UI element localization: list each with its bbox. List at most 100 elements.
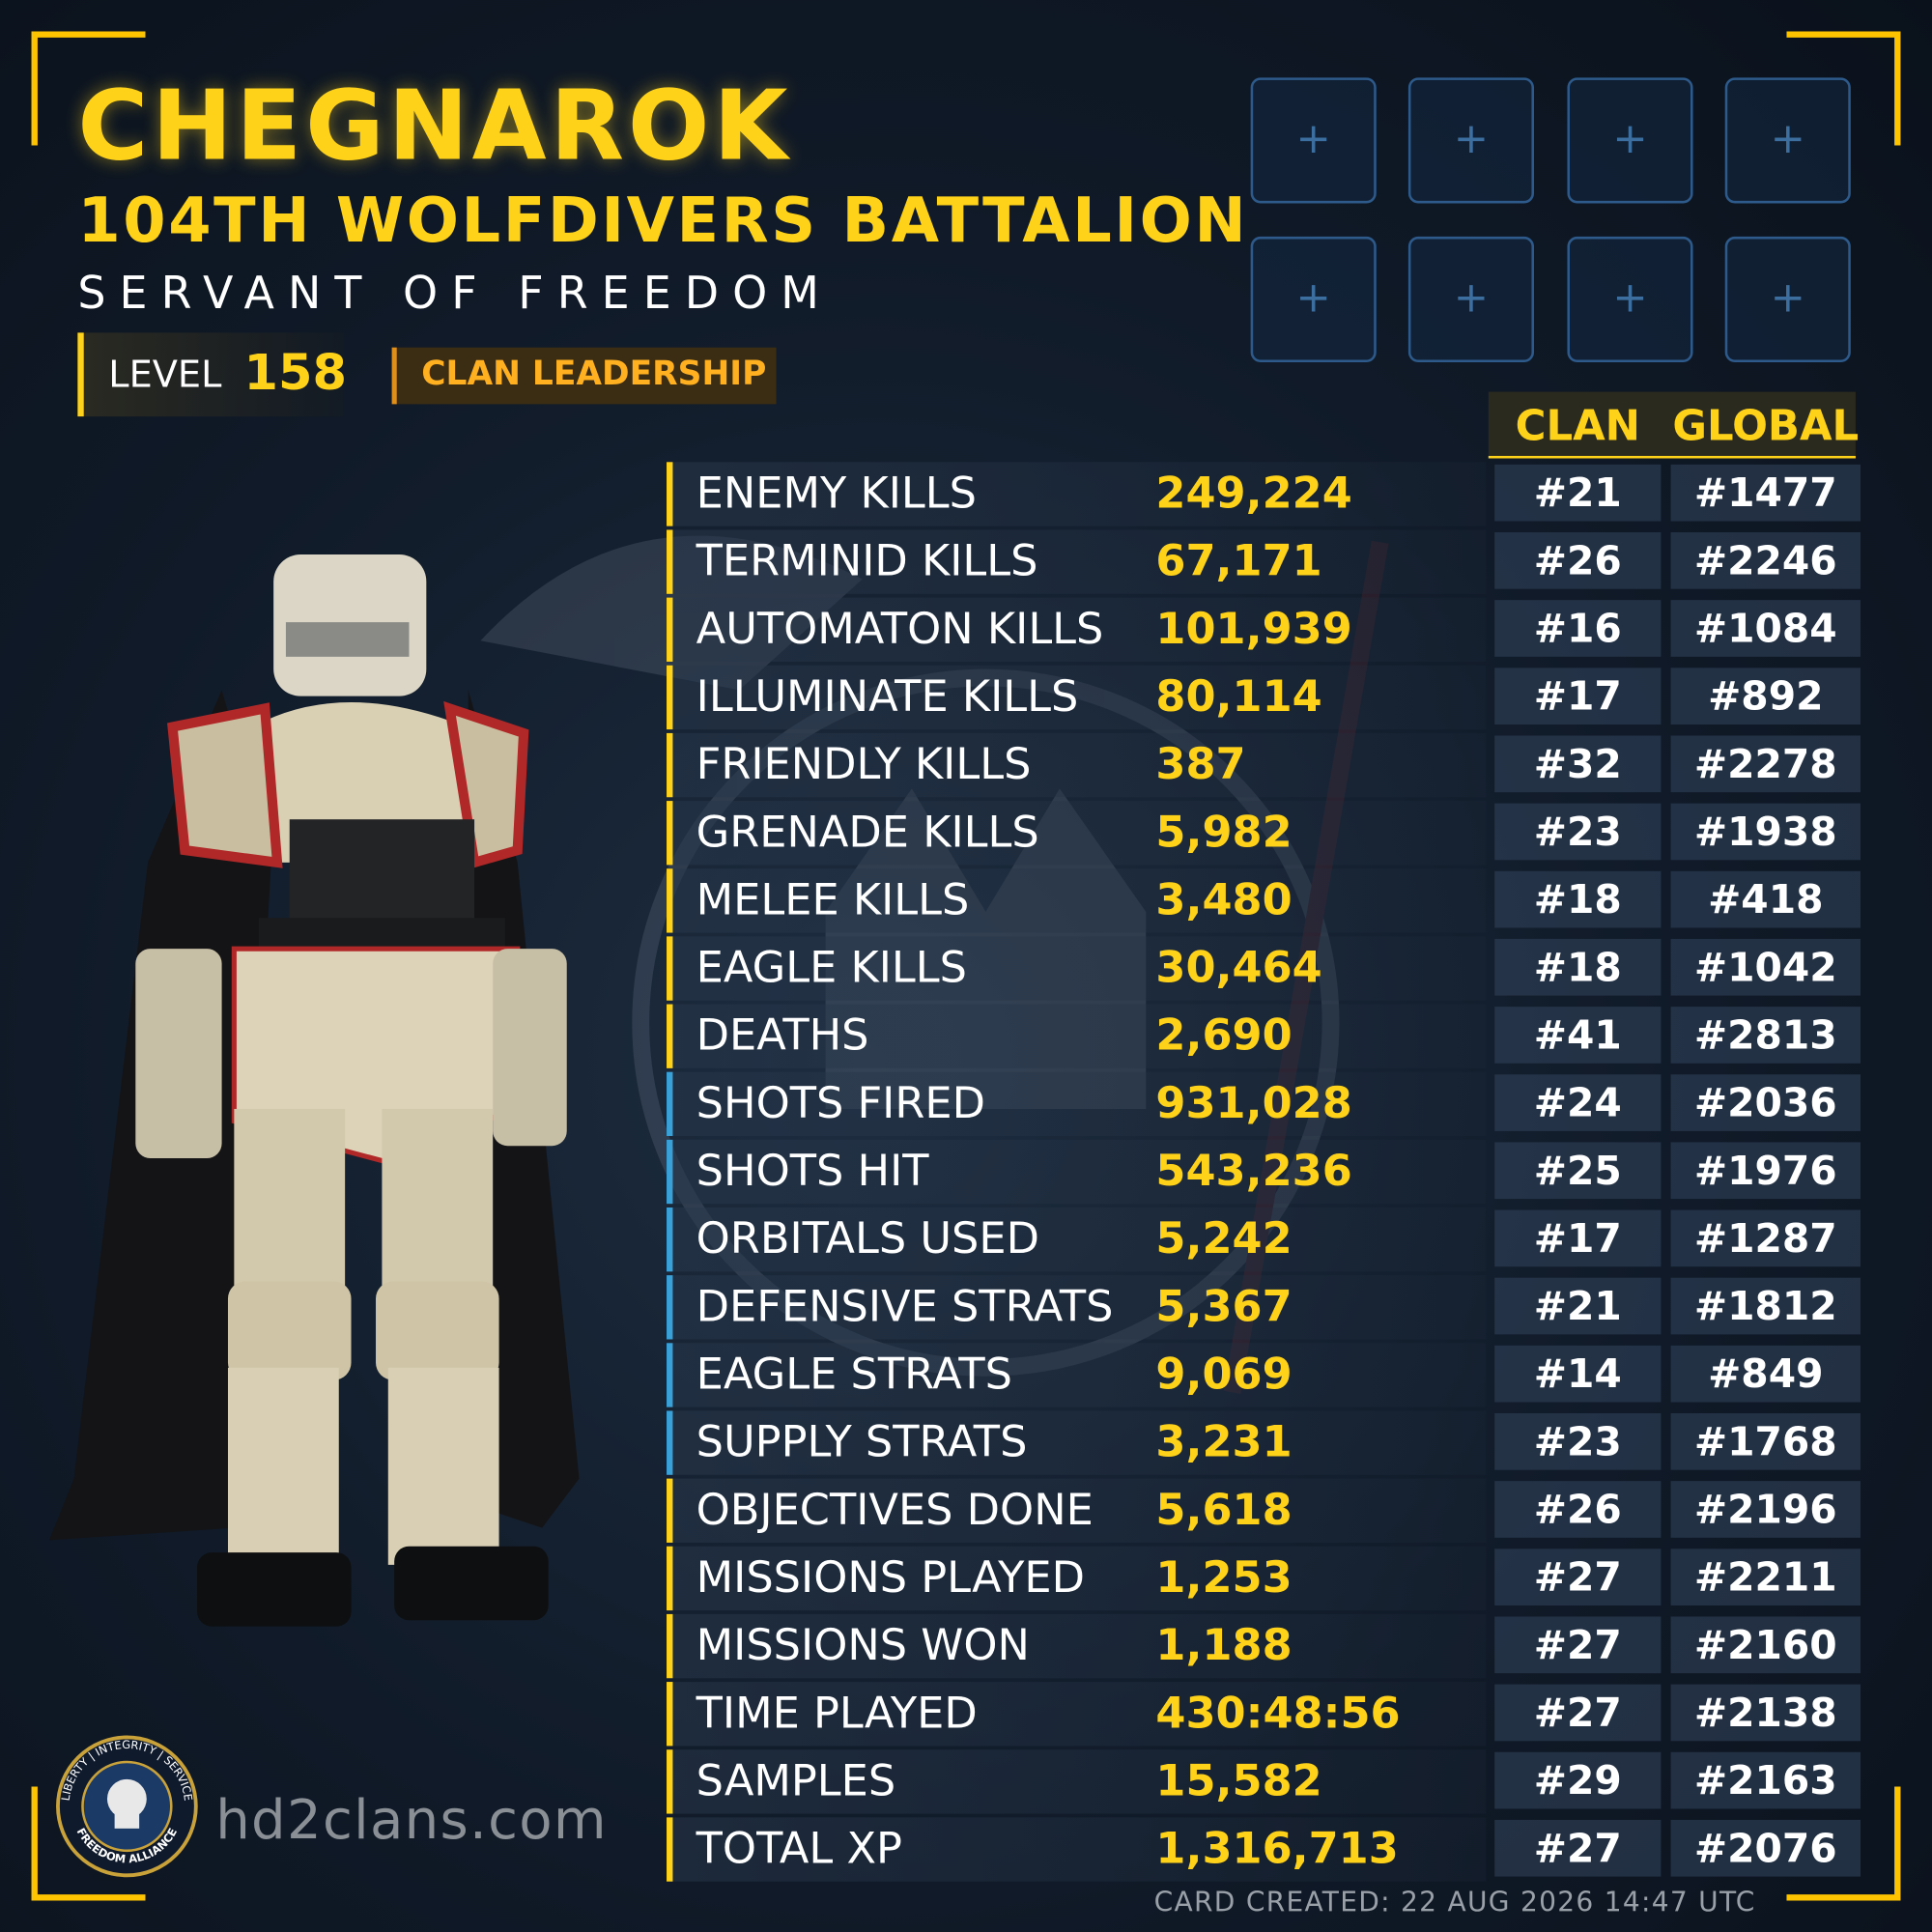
row-accent: [667, 1004, 673, 1068]
clan-rank: #21: [1494, 1277, 1662, 1335]
stat-label: MELEE KILLS: [696, 875, 970, 925]
global-rank: #1768: [1670, 1413, 1861, 1470]
slot[interactable]: +: [1407, 77, 1535, 204]
global-rank: #418: [1670, 870, 1861, 928]
global-rank: #1287: [1670, 1209, 1861, 1267]
clan-rank: #27: [1494, 1684, 1662, 1742]
stat-value: 80,114: [1155, 672, 1322, 723]
row-band: [667, 529, 1487, 594]
stat-label: SUPPLY STRATS: [696, 1418, 1028, 1468]
clan-rank: #26: [1494, 532, 1662, 589]
stat-row: ILLUMINATE KILLS 80,114 #17 #892: [667, 665, 1861, 730]
global-rank: #849: [1670, 1345, 1861, 1403]
clan-rank: #14: [1494, 1345, 1662, 1403]
global-rank: #892: [1670, 668, 1861, 724]
slot[interactable]: +: [1724, 236, 1851, 362]
row-accent: [667, 868, 673, 933]
stat-value: 387: [1155, 740, 1246, 790]
stat-label: EAGLE STRATS: [696, 1350, 1012, 1400]
stat-row: SHOTS HIT 543,236 #25 #1976: [667, 1139, 1861, 1205]
row-accent: [667, 1410, 673, 1475]
clan-rank: #29: [1494, 1751, 1662, 1809]
column-header: CLAN: [1515, 401, 1640, 451]
stat-value: 430:48:56: [1155, 1689, 1401, 1739]
row-band: [667, 801, 1487, 866]
role-box: [391, 347, 777, 405]
slot[interactable]: +: [1567, 77, 1693, 204]
clan-name: 104TH WOLFDIVERS BATTALION: [77, 185, 1249, 257]
stat-row: TIME PLAYED 430:48:56 #27 #2138: [667, 1682, 1861, 1747]
stat-value: 5,242: [1155, 1214, 1293, 1264]
level-box: [77, 332, 344, 417]
slot[interactable]: +: [1407, 236, 1535, 362]
stat-label: DEATHS: [696, 1011, 869, 1062]
slot[interactable]: +: [1724, 77, 1851, 204]
row-band: [667, 1004, 1487, 1068]
row-accent: [667, 1546, 673, 1611]
slot[interactable]: +: [1567, 236, 1693, 362]
row-accent: [667, 1207, 673, 1272]
slot[interactable]: +: [1250, 77, 1377, 204]
stat-label: AUTOMATON KILLS: [696, 605, 1104, 655]
clan-rank: #27: [1494, 1548, 1662, 1605]
stat-label: EAGLE KILLS: [696, 944, 968, 994]
stat-value: 249,224: [1155, 469, 1352, 519]
stat-row: TERMINID KILLS 67,171 #26 #2246: [667, 529, 1861, 594]
stat-label: DEFENSIVE STRATS: [696, 1282, 1114, 1332]
stat-value: 2,690: [1155, 1011, 1293, 1062]
clan-rank: #16: [1494, 600, 1662, 657]
slot[interactable]: +: [1250, 236, 1377, 362]
row-accent: [667, 597, 673, 662]
row-accent: [667, 1749, 673, 1814]
stat-row: EAGLE STRATS 9,069 #14 #849: [667, 1343, 1861, 1407]
stat-label: TERMINID KILLS: [696, 537, 1038, 587]
level-label: LEVEL: [108, 354, 222, 397]
level: 158: [243, 345, 348, 402]
stat-label: TIME PLAYED: [696, 1689, 978, 1739]
stat-row: EAGLE KILLS 30,464 #18 #1042: [667, 936, 1861, 1001]
global-rank: #1477: [1670, 464, 1861, 522]
stat-row: OBJECTIVES DONE 5,618 #26 #2196: [667, 1478, 1861, 1543]
row-accent: [667, 529, 673, 594]
clan-rank: #41: [1494, 1007, 1662, 1064]
row-band: [667, 1343, 1487, 1407]
clan-rank: #18: [1494, 870, 1662, 928]
stat-label: ENEMY KILLS: [696, 469, 977, 519]
stat-row: MISSIONS PLAYED 1,253 #27 #2211: [667, 1546, 1861, 1611]
stat-row: DEFENSIVE STRATS 5,367 #21 #1812: [667, 1275, 1861, 1340]
stat-row: SAMPLES 15,582 #29 #2163: [667, 1749, 1861, 1814]
row-band: [667, 1682, 1487, 1747]
stat-row: TOTAL XP 1,316,713 #27 #2076: [667, 1817, 1861, 1882]
stat-value: 5,982: [1155, 808, 1293, 858]
soldier: [49, 554, 580, 1627]
stat-label: SHOTS FIRED: [696, 1079, 985, 1129]
row-band: [667, 1410, 1487, 1475]
alliance-logo: LIBERTY | INTEGRITY | SERVICE FREEDOM AL…: [56, 1735, 198, 1878]
row-accent: [667, 1817, 673, 1882]
stat-value: 543,236: [1155, 1147, 1352, 1197]
global-rank: #2160: [1670, 1616, 1861, 1674]
row-band: [667, 732, 1487, 798]
global-rank: #2813: [1670, 1007, 1861, 1064]
clan-rank: #23: [1494, 1413, 1662, 1470]
global-rank: #1812: [1670, 1277, 1861, 1335]
global-rank: #2036: [1670, 1074, 1861, 1131]
global-rank: #2246: [1670, 532, 1861, 589]
row-band: [667, 936, 1487, 1001]
stat-label: FRIENDLY KILLS: [696, 740, 1032, 790]
global-rank: #1042: [1670, 938, 1861, 996]
player-title: SERVANT OF FREEDOM: [77, 269, 833, 320]
row-accent: [667, 665, 673, 730]
clan-rank: #24: [1494, 1074, 1662, 1131]
row-accent: [667, 936, 673, 1001]
stat-value: 1,188: [1155, 1621, 1293, 1671]
global-rank: #2278: [1670, 735, 1861, 793]
row-band: [667, 1139, 1487, 1205]
stat-label: ORBITALS USED: [696, 1214, 1039, 1264]
clan-rank: #26: [1494, 1481, 1662, 1538]
row-accent: [667, 1139, 673, 1205]
stat-value: 3,480: [1155, 875, 1293, 925]
row-band: [667, 597, 1487, 662]
stat-row: ORBITALS USED 5,242 #17 #1287: [667, 1207, 1861, 1272]
